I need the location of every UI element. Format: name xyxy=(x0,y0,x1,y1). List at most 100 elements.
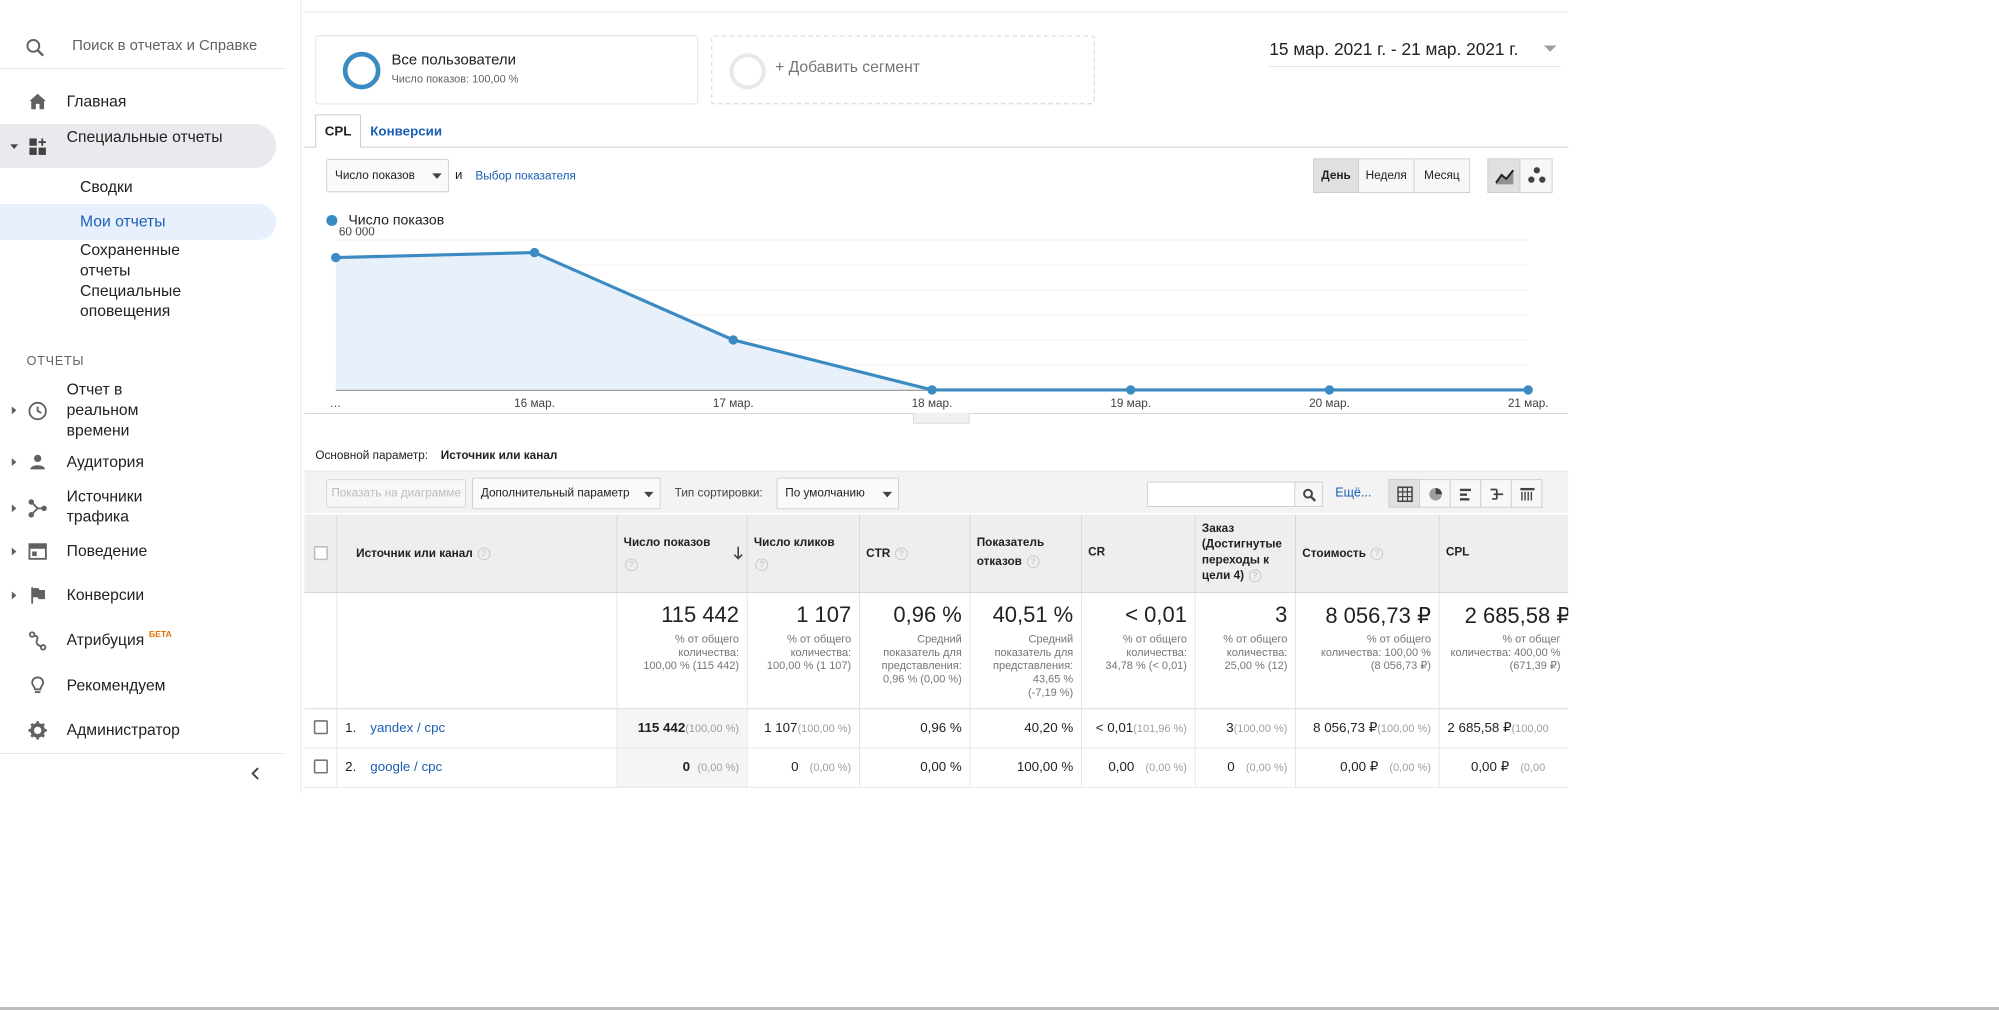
sidebar-item-label: Атрибуция БЕТА xyxy=(66,629,172,649)
metric-select[interactable]: Число показов xyxy=(326,159,449,193)
sidebar: Поиск в отчетах и Справке Главная Специа… xyxy=(0,0,302,793)
chart-resize-handle[interactable] xyxy=(913,412,970,424)
sidebar-item-conversions[interactable]: Конверсии xyxy=(0,580,276,611)
sidebar-subitem-summaries[interactable]: Сводки xyxy=(80,178,133,197)
row-source-link[interactable]: yandex / cpc xyxy=(370,720,446,736)
top-divider xyxy=(304,0,1569,13)
series-area xyxy=(335,252,1529,390)
legend-dot xyxy=(326,214,338,226)
sidebar-item-discover[interactable]: Рекомендуем xyxy=(0,670,276,701)
period-day-button[interactable]: День xyxy=(1313,158,1359,193)
table-row xyxy=(304,748,338,788)
segment-title: Все пользователи xyxy=(391,51,516,69)
sidebar-search[interactable]: Поиск в отчетах и Справке xyxy=(0,25,284,70)
help-icon[interactable]: ? xyxy=(477,547,491,561)
view-performance-button[interactable] xyxy=(1449,479,1482,508)
home-icon xyxy=(29,93,46,110)
motion-chart-button[interactable] xyxy=(1519,158,1553,193)
row-bounce: 100,00 % xyxy=(970,748,1082,788)
x-tick-label: 16 мар. xyxy=(514,397,555,410)
help-icon[interactable]: ? xyxy=(1026,555,1040,569)
search-icon xyxy=(1303,488,1317,502)
period-week-button[interactable]: Неделя xyxy=(1357,158,1415,193)
header-cpl[interactable]: CPL xyxy=(1439,514,1569,594)
sidebar-item-acquisition[interactable]: Источники трафика xyxy=(0,486,276,530)
tab-conversions[interactable]: Конверсии xyxy=(370,123,443,139)
sidebar-item-audience[interactable]: Аудитория xyxy=(0,446,276,477)
add-segment-button[interactable]: + Добавить сегмент xyxy=(710,35,1096,105)
sort-type-select[interactable]: По умолчанию xyxy=(776,477,900,510)
sidebar-item-attribution[interactable]: Атрибуция БЕТА xyxy=(0,625,276,656)
period-month-button[interactable]: Месяц xyxy=(1413,158,1471,193)
header-impressions[interactable]: Число показов ? xyxy=(617,514,748,594)
collapse-sidebar-icon[interactable] xyxy=(248,766,264,782)
primary-dimension: Основной параметр: Источник или канал xyxy=(315,448,558,472)
choose-metric-link[interactable]: Выбор показателя xyxy=(475,169,576,183)
view-table-button[interactable] xyxy=(1388,479,1420,508)
header-orders[interactable]: Заказ (Достигнутые переходы к цели 4)? xyxy=(1195,514,1296,594)
view-pie-button[interactable] xyxy=(1419,479,1451,508)
line-chart-button[interactable] xyxy=(1487,158,1521,193)
table-search-button[interactable] xyxy=(1294,481,1323,507)
help-icon[interactable]: ? xyxy=(894,547,908,561)
sort-type-value: По умолчанию xyxy=(785,486,865,500)
header-bounce-rate[interactable]: Показатель отказов? xyxy=(970,514,1082,594)
help-icon[interactable]: ? xyxy=(755,558,769,572)
help-icon[interactable]: ? xyxy=(1248,569,1262,583)
attribution-icon xyxy=(28,631,47,651)
help-icon[interactable]: ? xyxy=(1370,547,1384,561)
header-source[interactable]: Источник или канал? xyxy=(337,514,618,594)
header-ctr[interactable]: CTR? xyxy=(859,514,971,594)
primary-dimension-value[interactable]: Источник или канал xyxy=(440,448,558,463)
header-clicks[interactable]: Число кликов ? xyxy=(747,514,860,594)
view-comparison-button[interactable] xyxy=(1480,479,1512,508)
sidebar-item-behavior[interactable]: Поведение xyxy=(0,536,276,567)
select-all-checkbox[interactable] xyxy=(313,546,328,561)
row-number: 2. xyxy=(345,759,357,775)
chart-legend: Число показов xyxy=(326,212,444,228)
data-point xyxy=(927,385,937,395)
secondary-dimension-select[interactable]: Дополнительный параметр xyxy=(472,477,661,510)
data-point xyxy=(1126,385,1136,395)
y-tick-label: 60 000 xyxy=(339,228,375,239)
sidebar-subitem-saved-reports[interactable]: Сохраненные отчеты xyxy=(80,241,180,280)
sidebar-item-realtime[interactable]: Отчет в реальном времени xyxy=(0,380,276,443)
row-bounce: 40,20 % xyxy=(970,709,1082,749)
header-cr[interactable]: CR xyxy=(1081,514,1196,594)
show-on-chart-button[interactable]: Показать на диаграмме xyxy=(326,479,466,508)
gear-icon xyxy=(28,721,47,740)
totals-cpl: 2 685,58 ₽ % от общег количества: 400,00 … xyxy=(1439,593,1569,710)
search-input[interactable]: Поиск в отчетах и Справке xyxy=(72,37,258,55)
row-source-link[interactable]: google / cpc xyxy=(370,759,443,775)
header-select-all xyxy=(304,514,338,594)
sidebar-item-custom-reports[interactable]: Специальные отчеты xyxy=(0,127,276,166)
row-cr: 0,00 (0,00 %) xyxy=(1081,748,1196,788)
data-point xyxy=(1523,385,1533,395)
chevron-down-icon xyxy=(644,491,654,498)
date-range-picker[interactable]: 15 мар. 2021 г. - 21 мар. 2021 г. xyxy=(1269,39,1562,67)
caret-right-icon xyxy=(11,547,17,556)
row-orders: 0 (0,00 %) xyxy=(1195,748,1296,788)
secondary-dimension-label: Дополнительный параметр xyxy=(480,486,630,500)
row-checkbox[interactable] xyxy=(313,720,328,735)
sidebar-item-home[interactable]: Главная xyxy=(0,86,276,117)
view-pivot-button[interactable] xyxy=(1510,479,1543,508)
segment-all-users[interactable]: Все пользователи Число показов: 100,00 % xyxy=(315,35,699,105)
row-checkbox[interactable] xyxy=(313,759,328,774)
tab-cpl[interactable]: CPL xyxy=(315,114,361,148)
totals-cr: < 0,01 % от общего количества: 34,78 % (< … xyxy=(1081,593,1196,710)
table-search-input[interactable] xyxy=(1146,481,1296,507)
grid-icon xyxy=(1397,486,1413,503)
sidebar-subitem-custom-alerts[interactable]: Специальные оповещения xyxy=(80,282,182,321)
line-chart: 60 00040 00020 000…16 мар.17 мар.18 мар.… xyxy=(304,228,1569,414)
pivot-icon xyxy=(1520,487,1535,501)
more-link[interactable]: Ещё... xyxy=(1335,486,1372,500)
sidebar-selected-bg xyxy=(0,123,277,168)
bar-chart-icon xyxy=(1459,488,1471,501)
table-row xyxy=(304,709,338,749)
sidebar-item-admin[interactable]: Администратор xyxy=(0,715,276,746)
help-icon[interactable]: ? xyxy=(625,558,638,572)
sidebar-item-label: Специальные отчеты xyxy=(66,128,223,146)
sidebar-subitem-my-reports[interactable]: Мои отчеты xyxy=(80,213,166,231)
header-cost[interactable]: Стоимость? xyxy=(1295,514,1440,594)
